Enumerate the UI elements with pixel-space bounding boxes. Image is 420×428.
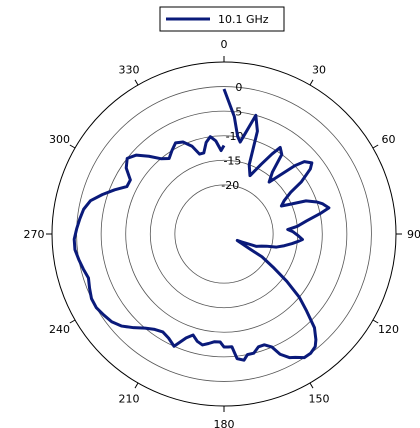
theta-tick-label-5: 150 (309, 393, 330, 406)
r-tick-label-3: -5 (231, 106, 242, 119)
r-tick-label-1: -15 (223, 155, 241, 168)
theta-tick-mark-5 (309, 382, 314, 389)
r-grid-circle-2 (125, 135, 323, 333)
theta-tick-mark-10 (69, 144, 76, 149)
theta-tick-label-4: 120 (378, 323, 399, 336)
theta-tick-mark-11 (134, 79, 139, 86)
series-line-0 (72, 88, 331, 362)
theta-tick-mark-2 (372, 144, 379, 149)
r-grid-circle-0 (174, 184, 274, 284)
legend: 10.1 GHz (159, 6, 285, 32)
theta-tick-label-2: 60 (382, 133, 396, 146)
theta-tick-mark-4 (372, 319, 379, 324)
theta-tick-label-7: 210 (119, 393, 140, 406)
theta-tick-mark-7 (134, 382, 139, 389)
series-lines (72, 88, 331, 362)
theta-tick-label-10: 300 (49, 133, 70, 146)
r-grid-circle-3 (100, 110, 348, 358)
r-grid-circle-4 (76, 86, 372, 382)
theta-tick-mark-1 (309, 79, 314, 86)
theta-tick-label-0: 0 (221, 38, 228, 51)
theta-tick-label-1: 30 (312, 63, 326, 76)
theta-tick-label-3: 90 (407, 228, 420, 241)
theta-tick-label-6: 180 (214, 418, 235, 428)
theta-tick-label-11: 330 (119, 63, 140, 76)
polar-grid (51, 61, 397, 407)
r-tick-label-0: -20 (221, 179, 239, 192)
theta-tick-label-9: 270 (24, 228, 45, 241)
theta-tick-labels: 0 30 60 90 120 150 180 210 240 270 300 330 (24, 38, 420, 428)
outer-circle (51, 61, 397, 407)
r-tick-labels: -20-15-10-50 (221, 81, 243, 192)
r-tick-label-4: 0 (235, 81, 242, 94)
legend-label-series-0: 10.1 GHz (218, 13, 269, 26)
theta-tick-mark-8 (69, 319, 76, 324)
theta-tick-label-8: 240 (49, 323, 70, 336)
